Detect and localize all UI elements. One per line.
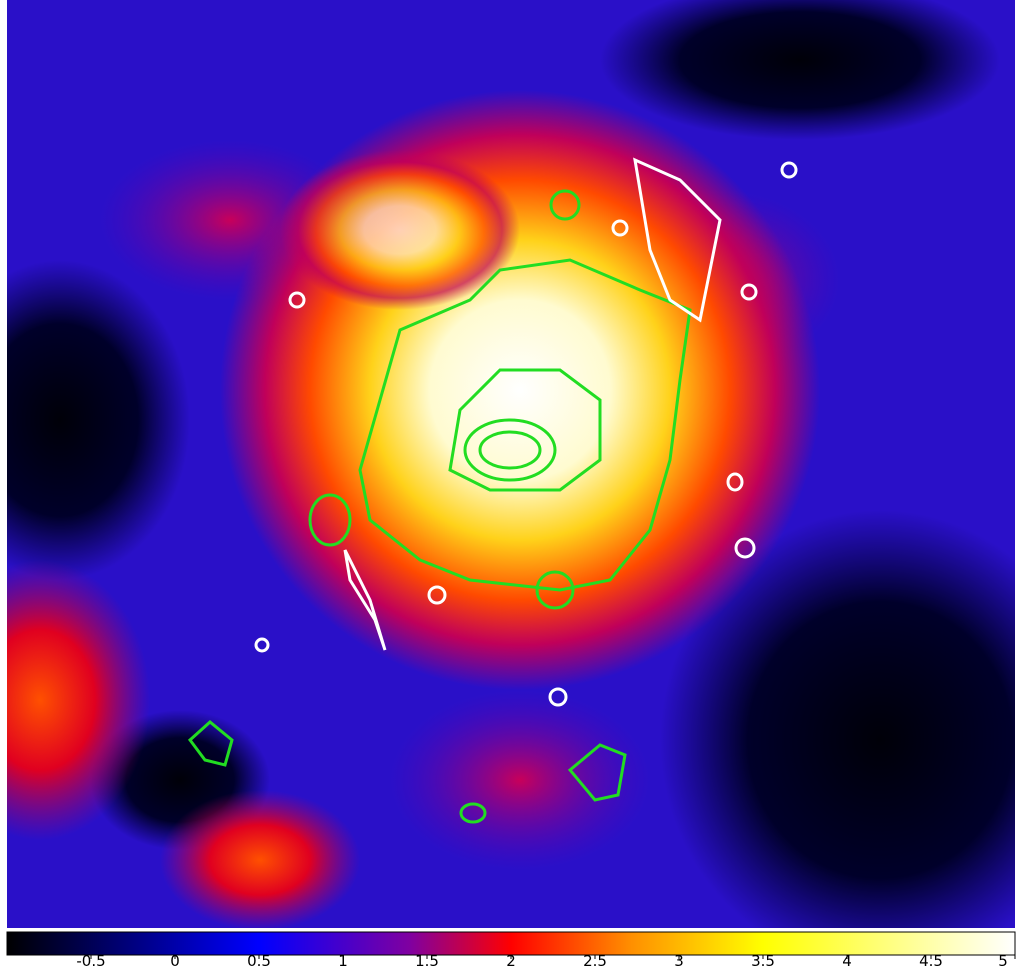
- colorbar-tick-label: -0.5: [76, 952, 105, 969]
- colorbar-tick-label: 5: [998, 952, 1008, 969]
- colorbar-tick-label: 2.5: [583, 952, 607, 969]
- colorbar-tick-label: 3.5: [751, 952, 775, 969]
- colorbar-tick-label: 1: [338, 952, 348, 969]
- colorbar-ticks: -0.5 0 0.5 1 1.5 2 2.5 3 3.5 4 4.5 5: [76, 952, 1016, 969]
- colorbar-tick-label: 0.5: [247, 952, 271, 969]
- colorbar-tick-label: 1.5: [415, 952, 439, 969]
- colorbar-tick-label: 0: [170, 952, 180, 969]
- colorbar-tick-label: 2: [506, 952, 516, 969]
- colorbar-tick-label: 3: [674, 952, 684, 969]
- colorbar-tick-label: 4: [842, 952, 852, 969]
- colorbar-tick-label: 4.5: [919, 952, 943, 969]
